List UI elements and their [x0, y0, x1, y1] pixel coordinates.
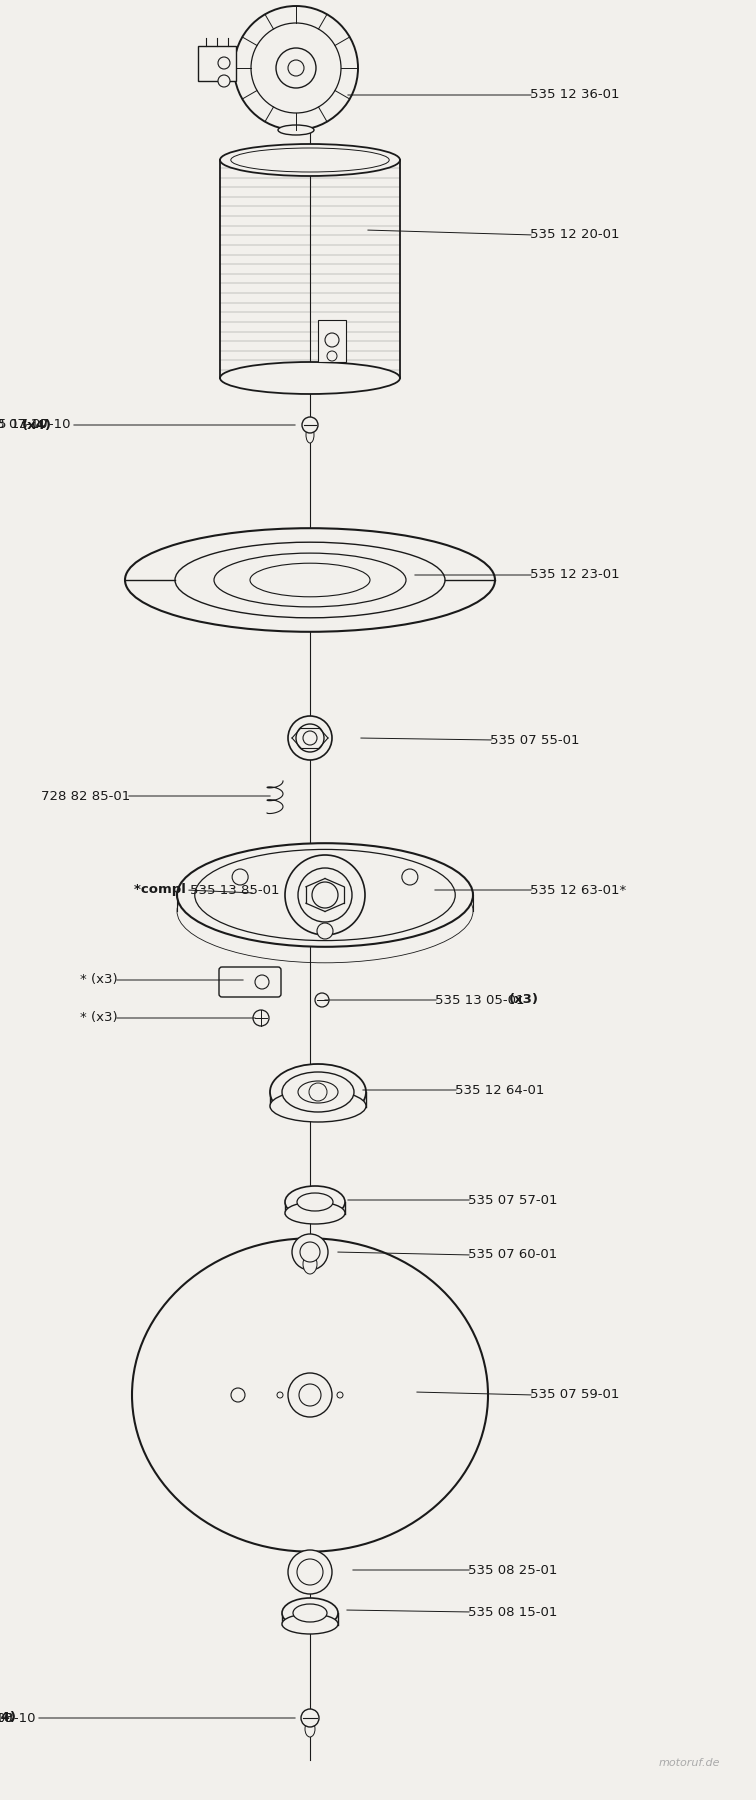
Circle shape: [288, 716, 332, 760]
Text: 535 12 63-01*: 535 12 63-01*: [530, 884, 626, 896]
Circle shape: [218, 76, 230, 86]
Text: 535 12 23-01: 535 12 23-01: [530, 569, 620, 581]
Text: 535 07 55-01: 535 07 55-01: [490, 734, 580, 747]
Ellipse shape: [278, 124, 314, 135]
Text: (x3): (x3): [509, 994, 539, 1006]
Ellipse shape: [125, 527, 495, 632]
Ellipse shape: [305, 1721, 315, 1737]
Ellipse shape: [270, 1064, 366, 1120]
Circle shape: [276, 49, 316, 88]
Circle shape: [303, 731, 317, 745]
Text: 535 13 85-01: 535 13 85-01: [190, 884, 280, 896]
Circle shape: [277, 1391, 283, 1399]
Circle shape: [301, 1708, 319, 1726]
Ellipse shape: [297, 1193, 333, 1211]
Ellipse shape: [220, 144, 400, 176]
FancyBboxPatch shape: [219, 967, 281, 997]
Text: (x4): (x4): [22, 419, 52, 432]
Text: 535 08 25-01: 535 08 25-01: [468, 1564, 557, 1577]
Ellipse shape: [132, 1238, 488, 1552]
Circle shape: [288, 59, 304, 76]
Text: 535 12 36-01: 535 12 36-01: [530, 88, 619, 101]
Ellipse shape: [285, 1202, 345, 1224]
Text: * (x3): * (x3): [80, 1012, 118, 1024]
Ellipse shape: [195, 850, 455, 941]
FancyBboxPatch shape: [318, 320, 346, 362]
Ellipse shape: [270, 1091, 366, 1121]
Text: 728 82 85-01: 728 82 85-01: [41, 790, 130, 803]
Circle shape: [253, 1010, 269, 1026]
Text: 535 13 05-01: 535 13 05-01: [435, 994, 528, 1006]
Text: 535 12 64-01: 535 12 64-01: [455, 1084, 544, 1096]
Text: (x4): (x4): [0, 1712, 17, 1724]
Circle shape: [317, 923, 333, 940]
Circle shape: [298, 868, 352, 922]
Circle shape: [292, 1235, 328, 1271]
Circle shape: [255, 976, 269, 988]
Circle shape: [299, 1384, 321, 1406]
Circle shape: [327, 351, 337, 362]
Circle shape: [296, 724, 324, 752]
Ellipse shape: [282, 1598, 338, 1627]
Text: 535 13 03-10: 535 13 03-10: [0, 1712, 17, 1724]
Circle shape: [325, 333, 339, 347]
Circle shape: [231, 1388, 245, 1402]
Circle shape: [218, 58, 230, 68]
Ellipse shape: [285, 1186, 345, 1219]
Ellipse shape: [250, 563, 370, 598]
Text: * (x3): * (x3): [80, 974, 118, 986]
Circle shape: [234, 5, 358, 130]
Circle shape: [309, 1084, 327, 1102]
Circle shape: [288, 1373, 332, 1417]
Ellipse shape: [298, 1082, 338, 1103]
Circle shape: [297, 1559, 323, 1586]
Text: 535 13 07-10: 535 13 07-10: [0, 419, 75, 432]
Text: 535 08 15-01: 535 08 15-01: [468, 1606, 557, 1618]
Circle shape: [402, 869, 418, 886]
Ellipse shape: [220, 362, 400, 394]
Text: motoruf.de: motoruf.de: [658, 1759, 720, 1768]
Ellipse shape: [231, 148, 389, 173]
Circle shape: [300, 1242, 320, 1262]
Text: 535 12 20-01: 535 12 20-01: [530, 229, 619, 241]
Ellipse shape: [306, 427, 314, 443]
Text: 535 07 57-01: 535 07 57-01: [468, 1193, 557, 1206]
Ellipse shape: [303, 1255, 317, 1274]
Circle shape: [288, 1550, 332, 1595]
Ellipse shape: [282, 1615, 338, 1634]
FancyBboxPatch shape: [198, 47, 236, 81]
Text: 535 13 03-10: 535 13 03-10: [0, 1712, 40, 1724]
Text: *compl: *compl: [134, 884, 190, 896]
Circle shape: [285, 855, 365, 934]
Ellipse shape: [175, 542, 445, 617]
Ellipse shape: [282, 1073, 354, 1112]
Circle shape: [337, 1391, 343, 1399]
Circle shape: [302, 418, 318, 434]
Circle shape: [251, 23, 341, 113]
Text: 535 07 60-01: 535 07 60-01: [468, 1249, 557, 1262]
Circle shape: [312, 882, 338, 907]
Ellipse shape: [177, 842, 473, 947]
Text: 535 07 59-01: 535 07 59-01: [530, 1388, 619, 1402]
Circle shape: [315, 994, 329, 1006]
Circle shape: [232, 869, 248, 886]
Text: 535 13 07-10: 535 13 07-10: [0, 419, 52, 432]
Ellipse shape: [293, 1604, 327, 1622]
Ellipse shape: [214, 553, 406, 607]
